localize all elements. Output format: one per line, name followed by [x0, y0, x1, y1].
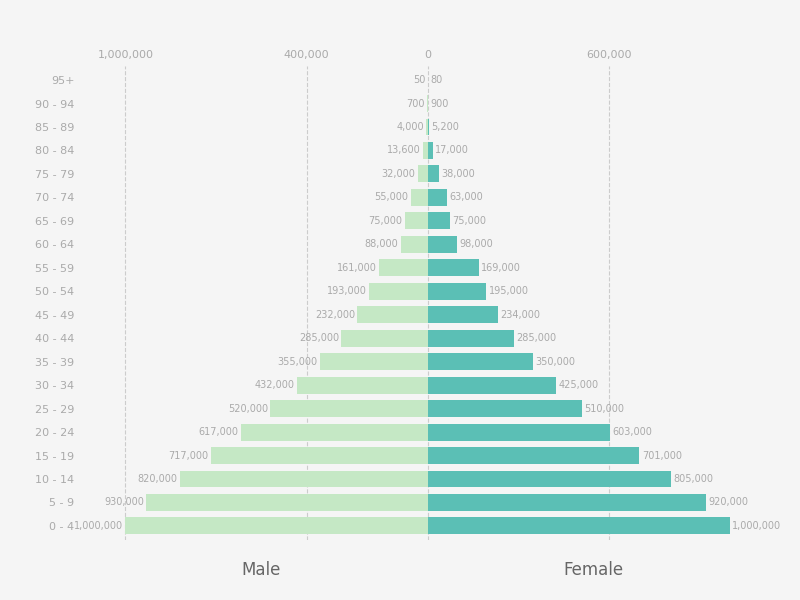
Text: 17,000: 17,000 — [435, 145, 469, 155]
Bar — [427, 166, 439, 182]
Bar — [411, 189, 427, 206]
Text: 75,000: 75,000 — [369, 216, 402, 226]
Text: 617,000: 617,000 — [198, 427, 238, 437]
Text: Female: Female — [564, 561, 624, 579]
Text: 32,000: 32,000 — [382, 169, 415, 179]
Bar — [426, 119, 427, 136]
Text: 38,000: 38,000 — [442, 169, 475, 179]
Text: 1,000,000: 1,000,000 — [74, 521, 123, 531]
Bar — [126, 517, 427, 535]
Text: 285,000: 285,000 — [516, 333, 556, 343]
Text: 50: 50 — [413, 75, 425, 85]
Bar — [401, 236, 427, 253]
Text: 805,000: 805,000 — [674, 474, 714, 484]
Text: 88,000: 88,000 — [365, 239, 398, 250]
Bar — [427, 259, 478, 276]
Text: 169,000: 169,000 — [481, 263, 521, 273]
Bar — [427, 447, 639, 464]
Text: 195,000: 195,000 — [489, 286, 529, 296]
Bar — [427, 283, 486, 300]
Bar — [427, 517, 730, 535]
Bar — [427, 353, 534, 370]
Text: 603,000: 603,000 — [612, 427, 652, 437]
Bar — [427, 189, 446, 206]
Bar — [358, 306, 427, 323]
Text: 1,000,000: 1,000,000 — [732, 521, 782, 531]
Bar — [405, 212, 427, 229]
Bar — [427, 306, 498, 323]
Bar — [427, 470, 671, 487]
Text: Male: Male — [242, 561, 281, 579]
Text: 425,000: 425,000 — [558, 380, 598, 390]
Bar — [370, 283, 427, 300]
Text: 55,000: 55,000 — [374, 193, 409, 202]
Text: 510,000: 510,000 — [584, 404, 624, 413]
Text: 161,000: 161,000 — [337, 263, 377, 273]
Text: 75,000: 75,000 — [453, 216, 486, 226]
Text: 900: 900 — [430, 98, 449, 109]
Text: 350,000: 350,000 — [536, 356, 576, 367]
Text: 520,000: 520,000 — [228, 404, 268, 413]
Text: 700: 700 — [406, 98, 425, 109]
Text: 701,000: 701,000 — [642, 451, 682, 461]
Bar — [427, 494, 706, 511]
Text: 80: 80 — [430, 75, 442, 85]
Text: 193,000: 193,000 — [327, 286, 367, 296]
Bar — [427, 119, 429, 136]
Text: 4,000: 4,000 — [396, 122, 424, 132]
Text: 13,600: 13,600 — [387, 145, 421, 155]
Bar — [297, 377, 427, 394]
Bar — [423, 142, 427, 159]
Text: 234,000: 234,000 — [501, 310, 541, 320]
Text: 98,000: 98,000 — [459, 239, 494, 250]
Bar — [418, 166, 427, 182]
Bar — [427, 330, 514, 347]
Bar — [427, 236, 457, 253]
Text: 63,000: 63,000 — [449, 193, 482, 202]
Bar — [241, 424, 427, 440]
Bar — [342, 330, 427, 347]
Text: 285,000: 285,000 — [299, 333, 339, 343]
Text: 920,000: 920,000 — [708, 497, 748, 508]
Bar — [270, 400, 427, 417]
Text: 432,000: 432,000 — [254, 380, 294, 390]
Bar — [427, 142, 433, 159]
Text: 930,000: 930,000 — [104, 497, 144, 508]
Bar — [211, 447, 427, 464]
Bar — [427, 212, 450, 229]
Bar — [320, 353, 427, 370]
Text: 5,200: 5,200 — [431, 122, 459, 132]
Bar — [427, 377, 556, 394]
Text: 355,000: 355,000 — [278, 356, 318, 367]
Bar — [146, 494, 427, 511]
Bar — [180, 470, 427, 487]
Text: 820,000: 820,000 — [138, 474, 178, 484]
Bar — [427, 400, 582, 417]
Text: 232,000: 232,000 — [315, 310, 355, 320]
Text: 717,000: 717,000 — [168, 451, 209, 461]
Bar — [427, 424, 610, 440]
Bar — [379, 259, 427, 276]
